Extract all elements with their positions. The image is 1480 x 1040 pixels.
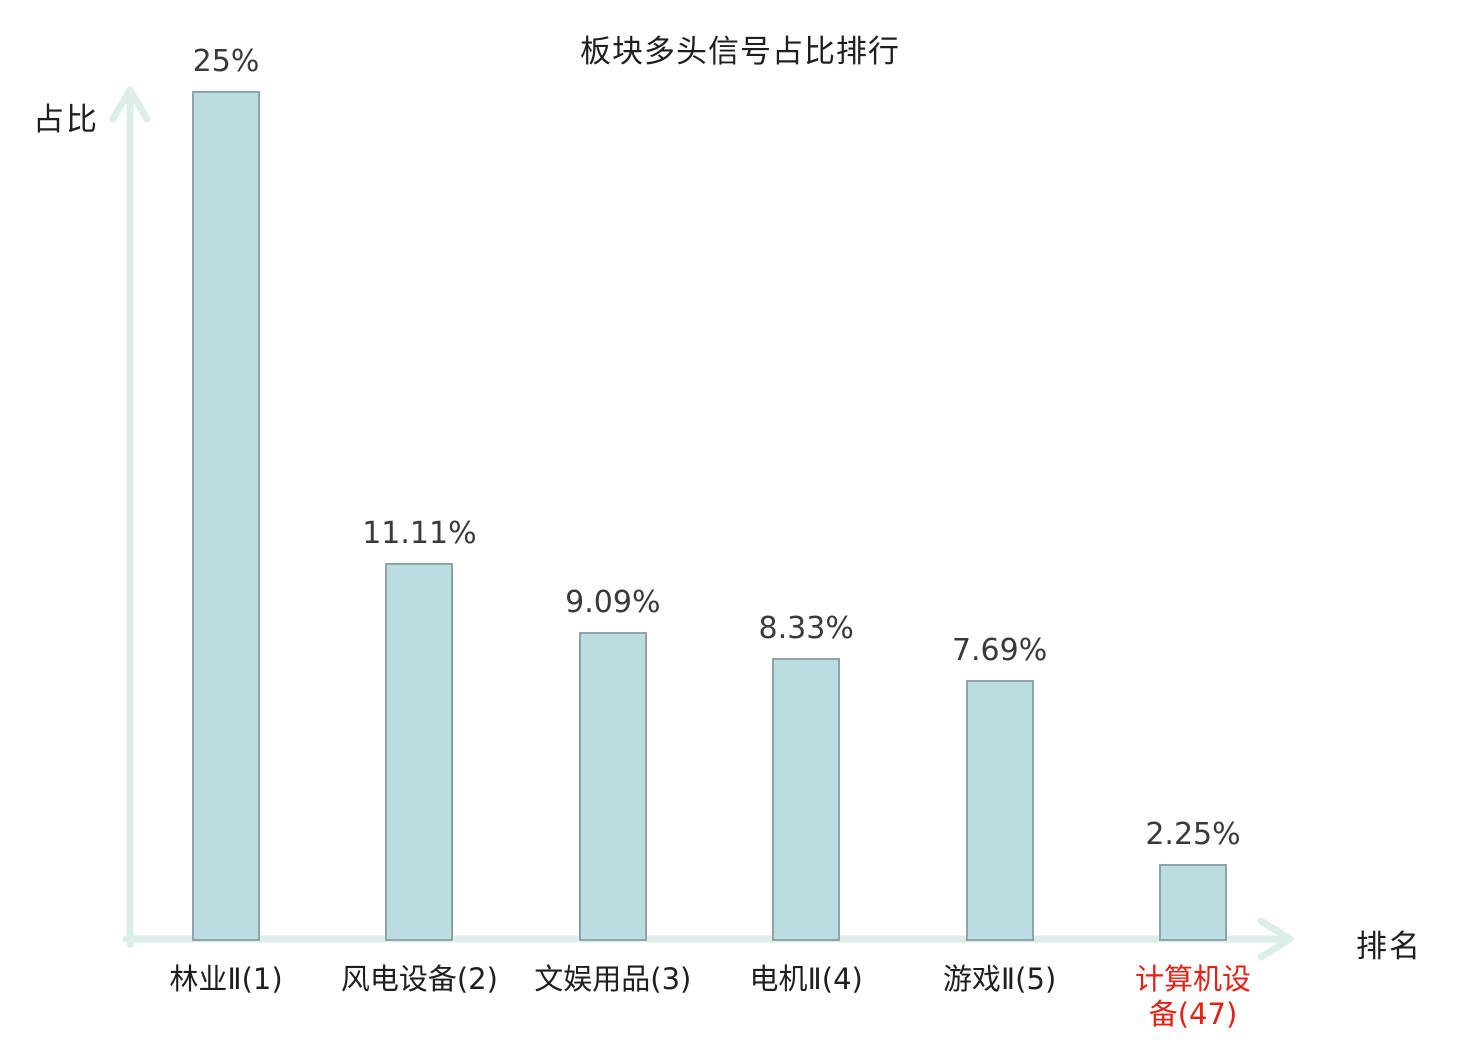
y-axis-title: 占比 — [33, 102, 99, 138]
bar-rank-1 — [192, 91, 260, 941]
bar-rank-6 — [1159, 864, 1227, 941]
bar-rank-2 — [385, 563, 454, 941]
category-label: 电机Ⅱ(4) — [749, 962, 863, 996]
category-label: 计算机设备(47) — [1134, 962, 1251, 1031]
bar-rank-5 — [965, 680, 1034, 941]
bar-rank-3 — [578, 632, 647, 941]
chart-title: 板块多头信号占比排行 — [580, 34, 900, 70]
bar-value-label: 9.09% — [565, 585, 661, 620]
x-axis-arrowhead — [1257, 917, 1294, 961]
bar-rank-4 — [772, 658, 841, 941]
category-label: 林业Ⅱ(1) — [169, 962, 283, 996]
category-label: 风电设备(2) — [340, 962, 498, 996]
category-label: 游戏Ⅱ(5) — [942, 962, 1057, 996]
x-axis-title: 排名 — [1356, 929, 1422, 965]
category-label: 文娱用品(3) — [534, 962, 692, 996]
bar-value-label: 7.69% — [951, 633, 1048, 668]
bar-value-label: 2.25% — [1145, 817, 1241, 852]
bar-value-label: 11.11% — [362, 516, 477, 551]
bar-value-label: 25% — [192, 44, 260, 79]
y-axis-arrowhead — [109, 86, 151, 123]
bar-value-label: 8.33% — [758, 611, 854, 646]
